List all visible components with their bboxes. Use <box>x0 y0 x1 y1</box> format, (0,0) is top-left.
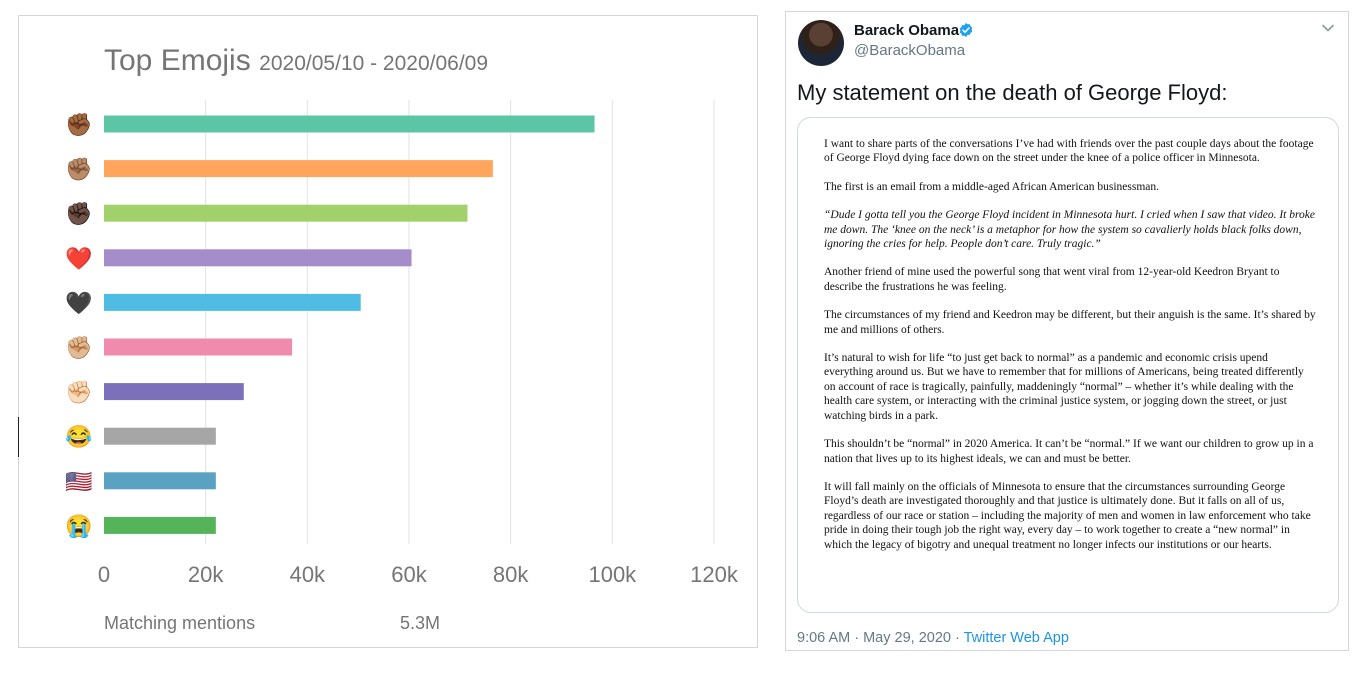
statement-paragraph: Another friend of mine used the powerful… <box>824 266 1280 293</box>
chart-date-range: 2020/05/10 - 2020/06/09 <box>259 52 489 75</box>
bar[interactable] <box>104 472 216 490</box>
bar[interactable] <box>104 115 595 133</box>
x-tick-label: 120k <box>690 562 739 587</box>
category-emoji-loudly-crying-face: 😭 <box>65 513 92 538</box>
matching-mentions-value: 5.3M <box>400 613 441 633</box>
meta-separator: · <box>950 630 964 646</box>
author-name[interactable]: Barack Obama <box>854 22 960 39</box>
category-emoji-flag-united-states: 🇺🇸 <box>65 469 92 494</box>
category-emoji-face-with-tears-of-joy: 😂 <box>65 424 92 449</box>
x-tick-label: 80k <box>493 562 529 587</box>
category-emoji-raised-fist-medium-skin-tone: ✊🏽 <box>65 157 92 183</box>
verified-badge-icon <box>959 23 973 37</box>
statement-paragraph: The circumstances of my friend and Keedr… <box>824 309 1316 336</box>
category-emoji-raised-fist-light-skin-tone: ✊🏻 <box>65 380 92 406</box>
statement-text: I want to share parts of the conversatio… <box>824 137 1318 566</box>
statement-paragraph: It’s natural to wish for life “to just g… <box>824 352 1304 422</box>
matching-mentions-label: Matching mentions <box>104 613 256 633</box>
statement-paragraph: The first is an email from a middle-aged… <box>824 180 1159 193</box>
x-tick-label: 0 <box>98 562 110 587</box>
tweet-text: My statement on the death of George Floy… <box>797 80 1228 105</box>
statement-paragraph: This shouldn’t be “normal” in 2020 Ameri… <box>824 438 1314 465</box>
bar[interactable] <box>104 338 293 356</box>
edge-marker <box>18 417 19 457</box>
author-handle[interactable]: @BarackObama <box>854 42 966 59</box>
bar-chart: 0 20k 40k 60k 80k 100k 120k ✊🏾 ✊🏽 ✊🏿 ❤️ 🖤 ✊🏼 ✊🏻 😂 🇺🇸 😭 <box>65 100 739 587</box>
statement-image[interactable]: I want to share parts of the conversatio… <box>797 117 1339 613</box>
category-emoji-black-heart: 🖤 <box>65 290 93 315</box>
category-emoji-red-heart: ❤️ <box>65 246 93 271</box>
chevron-down-icon[interactable] <box>1322 24 1334 32</box>
category-emoji-raised-fist-dark-skin-tone: ✊🏿 <box>65 201 92 227</box>
bar[interactable] <box>104 160 493 178</box>
avatar[interactable] <box>798 20 844 66</box>
bar[interactable] <box>104 249 412 267</box>
x-tick-label: 60k <box>391 562 427 587</box>
tweet-card[interactable]: Barack Obama @BarackObama My statement o… <box>785 11 1349 651</box>
bar[interactable] <box>104 516 216 534</box>
tweet-meta: 9:06 AM · May 29, 2020 · Twitter Web App <box>797 630 1069 646</box>
bar[interactable] <box>104 383 244 401</box>
category-emoji-raised-fist-medium-dark-skin-tone: ✊🏾 <box>65 112 92 138</box>
category-emoji-raised-fist-medium-light-skin-tone: ✊🏼 <box>65 335 92 361</box>
chart-title: Top Emojis 2020/05/10 - 2020/06/09 <box>104 44 488 78</box>
bar[interactable] <box>104 293 361 311</box>
x-tick-label: 20k <box>188 562 224 587</box>
emoji-chart-panel: Top Emojis 2020/05/10 - 2020/06/09 0 20k 4… <box>18 15 758 648</box>
tweet-timestamp[interactable]: 9:06 AM · May 29, 2020 <box>797 630 951 646</box>
x-tick-label: 40k <box>290 562 326 587</box>
statement-paragraph: I want to share parts of the conversatio… <box>824 138 1314 165</box>
bar[interactable] <box>104 427 216 445</box>
statement-paragraph: It will fall mainly on the officials of … <box>824 480 1311 551</box>
tweet-source-link[interactable]: Twitter Web App <box>963 630 1069 646</box>
chart-title-main: Top Emojis <box>104 44 251 77</box>
x-tick-label: 100k <box>588 562 637 587</box>
statement-paragraph: “Dude I gotta tell you the George Floyd … <box>824 209 1315 251</box>
bar[interactable] <box>104 204 468 222</box>
